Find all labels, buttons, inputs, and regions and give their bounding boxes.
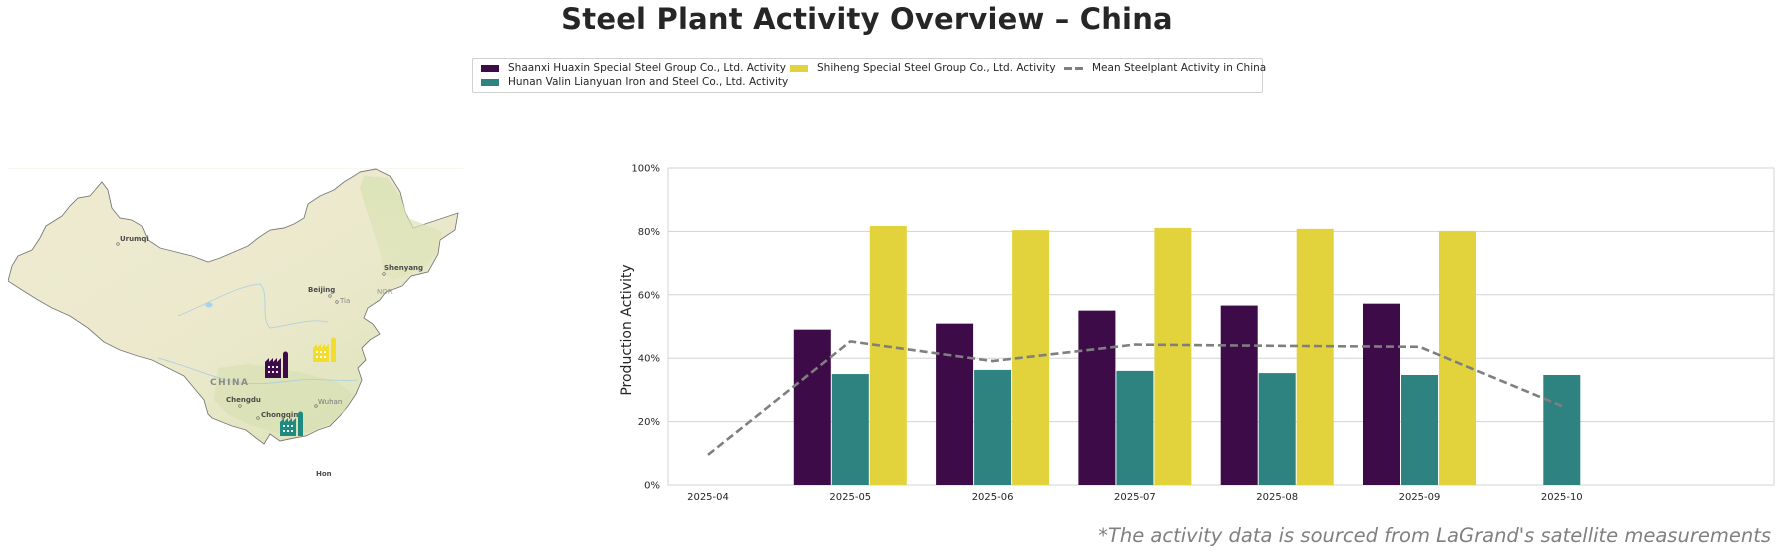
bar [1258, 373, 1296, 485]
northeast-forest [360, 176, 442, 280]
map-city-marker [298, 411, 303, 417]
axes [667, 167, 1775, 486]
map-city-label: Hon [316, 470, 332, 478]
bar [1116, 370, 1154, 485]
map-city-label: NOR [377, 288, 393, 296]
legend-item-shiheng: Shiheng Special Steel Group Co., Ltd. Ac… [790, 62, 1056, 74]
legend-label: Hunan Valin Lianyuan Iron and Steel Co.,… [508, 76, 789, 88]
factory-icon [313, 337, 336, 362]
bar [1220, 305, 1258, 485]
map-country-label: CHINA [210, 378, 249, 388]
yangtze-river [157, 357, 359, 385]
bar [1078, 310, 1116, 485]
map-city-marker [382, 272, 386, 276]
y-axis-label: Production Activity [619, 264, 635, 396]
bar [1401, 375, 1438, 485]
map-city-marker [335, 300, 339, 304]
y-tick-label: 0% [644, 481, 660, 492]
qinghai-lake [205, 302, 213, 308]
plot-frame [667, 167, 1775, 486]
bar [1363, 303, 1400, 485]
legend-item-hunan-valin: Hunan Valin Lianyuan Iron and Steel Co.,… [481, 76, 788, 88]
legend-dash-line [1064, 66, 1084, 70]
yellow-river [177, 283, 329, 329]
legend-swatch [481, 64, 499, 72]
bars [793, 226, 1581, 486]
map-city-label: Wuhan [318, 398, 342, 406]
mean-activity-line [707, 340, 1563, 456]
gridlines [668, 167, 1774, 486]
bar [1439, 231, 1476, 485]
x-tick-label: 2025-09 [1399, 492, 1441, 503]
tick-labels: 0% 20% 40% 60% 80% 100% 2025-04 2025-05 2025-06 2… [631, 164, 1582, 504]
y-tick-label: 60% [638, 290, 660, 301]
legend-label: Shiheng Special Steel Group Co., Ltd. Ac… [817, 62, 1056, 74]
factory-icon [280, 411, 303, 436]
map-city-label: Beijing [308, 286, 335, 294]
map-city-label: Chongqing [261, 411, 303, 419]
bar [793, 329, 831, 485]
factory-icon [265, 351, 288, 378]
map-city-marker [256, 416, 260, 420]
bar [936, 323, 974, 485]
x-tick-label: 2025-07 [1114, 492, 1156, 503]
x-tick-label: 2025-10 [1541, 492, 1583, 503]
bar [1543, 375, 1581, 485]
map-city-label: Shenyang [384, 264, 423, 272]
legend-item-mean: Mean Steelplant Activity in China [1064, 62, 1266, 74]
map-city-label: Tia [339, 297, 350, 305]
x-tick-label: 2025-06 [972, 492, 1014, 503]
bar [869, 226, 907, 486]
x-tick-label: 2025-08 [1256, 492, 1298, 503]
map-city-marker [331, 337, 336, 343]
china-outline [8, 168, 459, 445]
x-tick-label: 2025-04 [687, 492, 729, 503]
map-city-label: Chengdu [226, 396, 261, 404]
data-source-footnote: *The activity data is sourced from LaGra… [1098, 524, 1771, 547]
y-tick-label: 40% [638, 354, 660, 365]
chart-legend: Shaanxi Huaxin Special Steel Group Co., … [472, 58, 1266, 93]
legend-swatch [481, 78, 499, 86]
bar [1296, 228, 1334, 485]
map-city-label: Urumqi [120, 235, 149, 243]
y-tick-label: 80% [638, 227, 660, 238]
y-tick-label: 100% [631, 164, 660, 175]
bar [974, 369, 1012, 485]
bar [831, 374, 869, 485]
map-city-marker [314, 404, 318, 408]
map-city-marker [328, 294, 332, 298]
x-tick-label: 2025-05 [829, 492, 871, 503]
bar [1012, 230, 1050, 485]
mean-line [707, 340, 1563, 456]
map-city-marker [116, 242, 120, 246]
legend-label: Shaanxi Huaxin Special Steel Group Co., … [508, 62, 787, 74]
legend-item-shaanxi-huaxin: Shaanxi Huaxin Special Steel Group Co., … [481, 62, 786, 74]
legend-swatch [790, 64, 808, 72]
y-tick-label: 20% [638, 417, 660, 428]
map-city-marker [238, 404, 242, 408]
china-map-svg: Urumqi Beijing Shenyang Tia NOR CHINA Ch… [8, 168, 463, 478]
legend-label: Mean Steelplant Activity in China [1092, 62, 1267, 74]
south-hills [214, 364, 352, 436]
page-title: Steel Plant Activity Overview – China [561, 2, 1173, 36]
china-map: Urumqi Beijing Shenyang Tia NOR CHINA Ch… [8, 168, 463, 486]
bar [1154, 227, 1192, 485]
map-city-marker [283, 351, 288, 357]
